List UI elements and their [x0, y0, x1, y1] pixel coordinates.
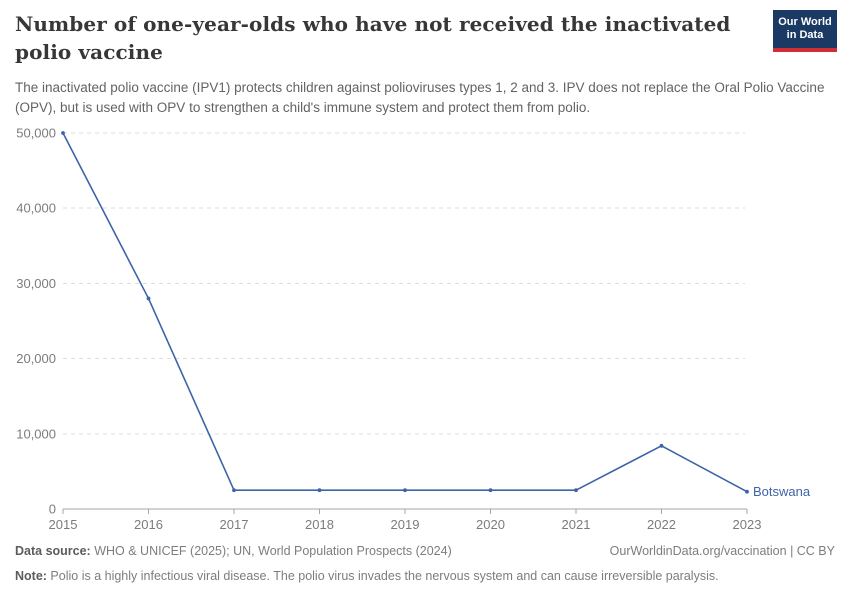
x-tick-label: 2017 [220, 517, 249, 532]
chart-subtitle: The inactivated polio vaccine (IPV1) pro… [15, 80, 825, 116]
data-point [403, 488, 407, 493]
y-tick-label: 0 [49, 502, 56, 517]
owid-logo[interactable]: Our World in Data [773, 10, 837, 52]
data-line[interactable] [62, 132, 748, 493]
y-tick-label: 20,000 [16, 351, 56, 366]
x-tick-label: 2015 [49, 517, 78, 532]
y-tick-label: 10,000 [16, 426, 56, 441]
data-point [745, 489, 749, 494]
x-tick-label: 2022 [647, 517, 676, 532]
x-tick-label: 2023 [733, 517, 762, 532]
x-tick-label: 2018 [305, 517, 334, 532]
note-text: Polio is a highly infectious viral disea… [46, 568, 719, 583]
data-point [659, 443, 664, 448]
x-tick-label: 2016 [134, 517, 163, 532]
data-point [317, 488, 322, 493]
footer: Data source: WHO & UNICEF (2025); UN, Wo… [15, 543, 835, 585]
data-source: Data source: WHO & UNICEF (2025); UN, Wo… [15, 543, 452, 561]
y-tick-label: 50,000 [16, 126, 56, 141]
data-point [488, 488, 493, 493]
data-point [146, 296, 151, 301]
footer-note: Note: Polio is a highly infectious viral… [15, 568, 835, 586]
x-tick-label: 2021 [562, 517, 591, 532]
footer-link[interactable]: OurWorldinData.org/vaccination | CC BY [609, 544, 835, 558]
x-tick-label: 2019 [391, 517, 420, 532]
note-label: Note: [15, 568, 47, 583]
x-tick-label: 2020 [476, 517, 505, 532]
owid-logo-line2: in Data [786, 29, 824, 41]
data-source-text: WHO & UNICEF (2025); UN, World Populatio… [90, 544, 452, 558]
page-title: Number of one-year-olds who have not rec… [15, 12, 731, 65]
entity-label[interactable]: Botswana [753, 484, 811, 499]
y-tick-label: 30,000 [16, 276, 56, 291]
y-tick-label: 40,000 [16, 201, 56, 216]
data-point [574, 488, 578, 493]
data-point [61, 131, 65, 135]
owid-logo-line1: Our World [778, 15, 832, 28]
data-point [232, 488, 236, 493]
data-source-label: Data source: [15, 544, 91, 558]
